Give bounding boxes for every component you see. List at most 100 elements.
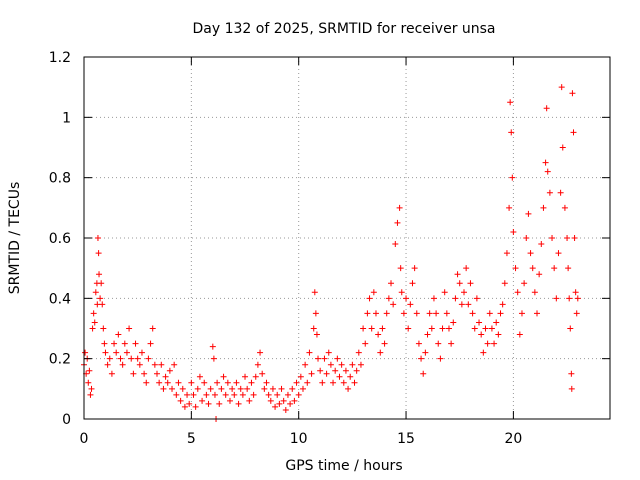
data-point	[216, 400, 223, 407]
data-point	[233, 379, 240, 386]
grid	[84, 57, 610, 419]
data-point	[169, 385, 176, 392]
data-point	[210, 355, 217, 362]
data-point	[398, 289, 405, 296]
data-point	[94, 235, 101, 241]
data-point	[287, 400, 294, 407]
data-point	[252, 373, 259, 380]
data-point	[478, 331, 485, 338]
data-point	[101, 340, 108, 347]
data-point	[424, 331, 431, 338]
data-point	[211, 391, 218, 398]
data-point	[293, 379, 300, 386]
data-point	[143, 379, 150, 386]
data-point	[454, 271, 461, 278]
data-point	[372, 310, 379, 317]
data-point	[516, 331, 523, 338]
data-point	[306, 349, 313, 356]
data-point	[509, 174, 516, 181]
y-tick-label: 0.6	[49, 231, 71, 247]
data-point	[242, 373, 249, 380]
data-point	[518, 310, 525, 317]
data-point	[138, 349, 145, 356]
data-point	[295, 391, 302, 398]
data-point	[559, 144, 566, 151]
data-point	[175, 379, 182, 386]
data-point	[385, 295, 392, 302]
data-point	[218, 385, 225, 392]
data-point	[86, 367, 93, 374]
data-point	[383, 310, 390, 317]
data-point	[147, 340, 154, 347]
data-point	[100, 325, 107, 332]
data-point	[126, 325, 133, 332]
data-point	[497, 310, 504, 317]
data-point	[203, 391, 210, 398]
data-point	[452, 295, 459, 302]
data-point	[192, 403, 199, 410]
data-point	[250, 391, 257, 398]
data-point	[85, 379, 92, 386]
data-point	[111, 340, 118, 347]
data-point	[123, 349, 130, 356]
data-point	[308, 370, 315, 377]
data-point	[491, 340, 498, 347]
data-point	[304, 379, 311, 386]
data-point	[503, 250, 510, 257]
data-point	[471, 325, 478, 332]
data-point	[119, 361, 126, 368]
data-point	[415, 340, 422, 347]
data-point	[117, 355, 124, 362]
data-point	[561, 204, 568, 211]
data-point	[91, 319, 98, 326]
data-point	[231, 391, 238, 398]
data-point	[297, 373, 304, 380]
data-point	[325, 349, 332, 356]
data-point	[364, 310, 371, 317]
data-point	[445, 325, 452, 332]
data-point	[514, 289, 521, 296]
data-point	[128, 355, 135, 362]
data-point	[529, 265, 536, 272]
data-point	[226, 397, 233, 404]
data-point	[313, 331, 320, 338]
data-point	[568, 370, 575, 377]
data-point	[186, 400, 193, 407]
data-point	[340, 379, 347, 386]
data-point	[345, 385, 352, 392]
data-point	[102, 349, 109, 356]
data-point	[558, 84, 565, 91]
data-point	[311, 289, 318, 296]
data-point	[321, 355, 328, 362]
data-point	[531, 289, 538, 296]
data-point	[422, 349, 429, 356]
data-point	[360, 325, 367, 332]
data-point	[95, 250, 102, 257]
data-point	[134, 355, 141, 362]
data-point	[171, 361, 178, 368]
data-point	[426, 310, 433, 317]
y-tick-label: 0.4	[49, 291, 71, 307]
data-point	[224, 379, 231, 386]
data-point	[377, 349, 384, 356]
data-point	[536, 271, 543, 278]
data-point	[317, 367, 324, 374]
y-tick-label: 0.8	[49, 171, 71, 187]
data-point	[484, 340, 491, 347]
data-point	[411, 265, 418, 272]
data-point	[521, 280, 528, 287]
data-point	[278, 385, 285, 392]
data-point	[207, 385, 214, 392]
data-point	[115, 331, 122, 338]
data-point	[90, 310, 97, 317]
x-tick-label: 20	[504, 431, 522, 447]
data-point	[310, 325, 317, 332]
data-point	[272, 403, 279, 410]
data-point	[164, 379, 171, 386]
data-point	[190, 391, 197, 398]
y-tick-label: 0	[62, 412, 71, 428]
y-axis-label: SRMTID / TECUs	[7, 182, 23, 295]
data-point	[205, 400, 212, 407]
data-point	[540, 204, 547, 211]
data-point	[319, 379, 326, 386]
